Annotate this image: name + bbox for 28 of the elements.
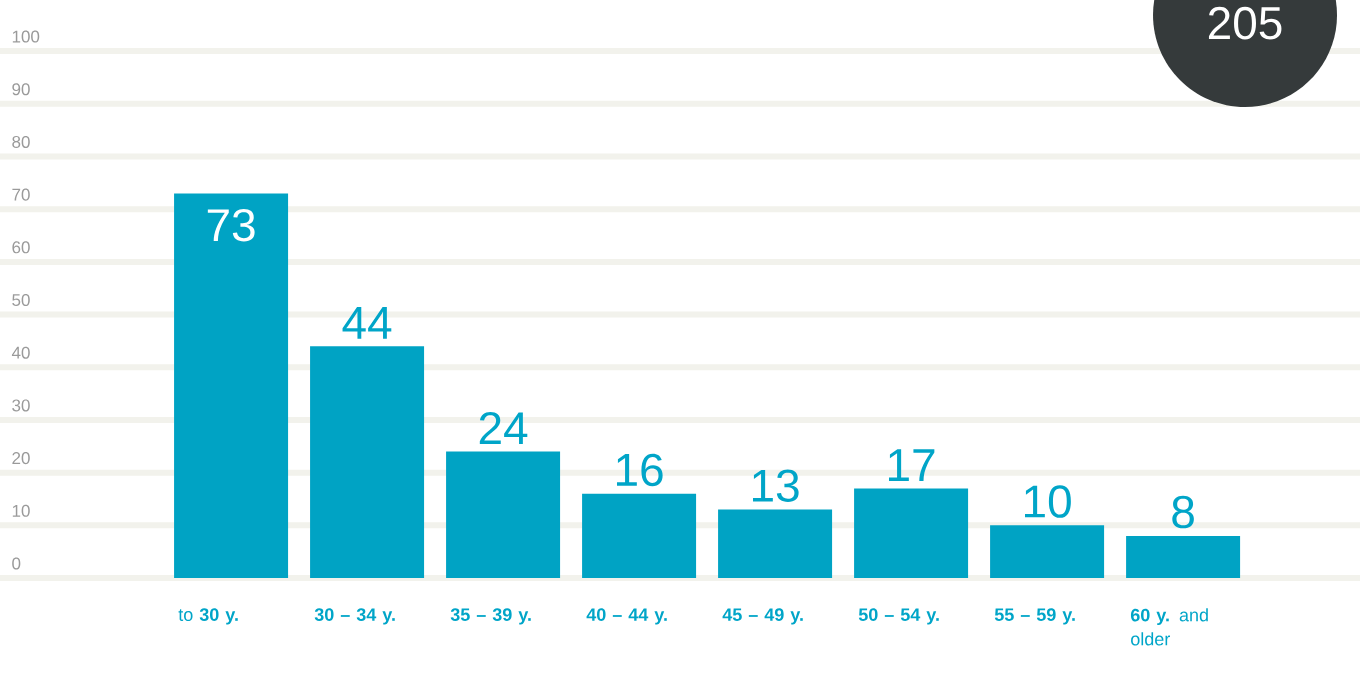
x-tick-label: 50 – 54 y. [858, 608, 939, 625]
x-tick-label: 40 – 44 y. [586, 608, 667, 625]
y-tick-label: 60 [12, 241, 30, 254]
x-tick-label: to 30 y. [178, 608, 238, 625]
x-tick-label: 55 – 59 y. [994, 608, 1075, 625]
x-tick-label: 45 – 49 y. [722, 608, 803, 625]
y-tick-label: 30 [12, 399, 30, 412]
data-label: 24 [479, 411, 528, 445]
y-tick-label: 20 [12, 452, 30, 465]
data-label: 44 [342, 307, 392, 339]
y-tick-label: 50 [12, 294, 30, 307]
x-tick-label: 35 – 39 y. [450, 608, 531, 625]
y-tick-label: 90 [12, 83, 30, 96]
y-tick-label: 100 [12, 30, 40, 43]
data-label: 16 [616, 453, 663, 487]
y-tick-label: 10 [12, 504, 30, 517]
y-tick-label: 40 [11, 346, 30, 359]
y-tick-label: 70 [12, 188, 30, 201]
data-label: 17 [889, 449, 935, 481]
data-label: 13 [753, 469, 799, 503]
x-tick-label: 60 y. and older [1130, 608, 1208, 646]
y-tick-label: 80 [12, 135, 30, 148]
x-tick-label: 30 – 34 y. [314, 608, 395, 625]
data-label: 10 [1025, 485, 1071, 518]
data-label: 73 [207, 208, 255, 242]
text: 205 [1208, 6, 1282, 40]
y-tick-label: 0 [12, 557, 21, 570]
data-label: 8 [1172, 495, 1194, 529]
